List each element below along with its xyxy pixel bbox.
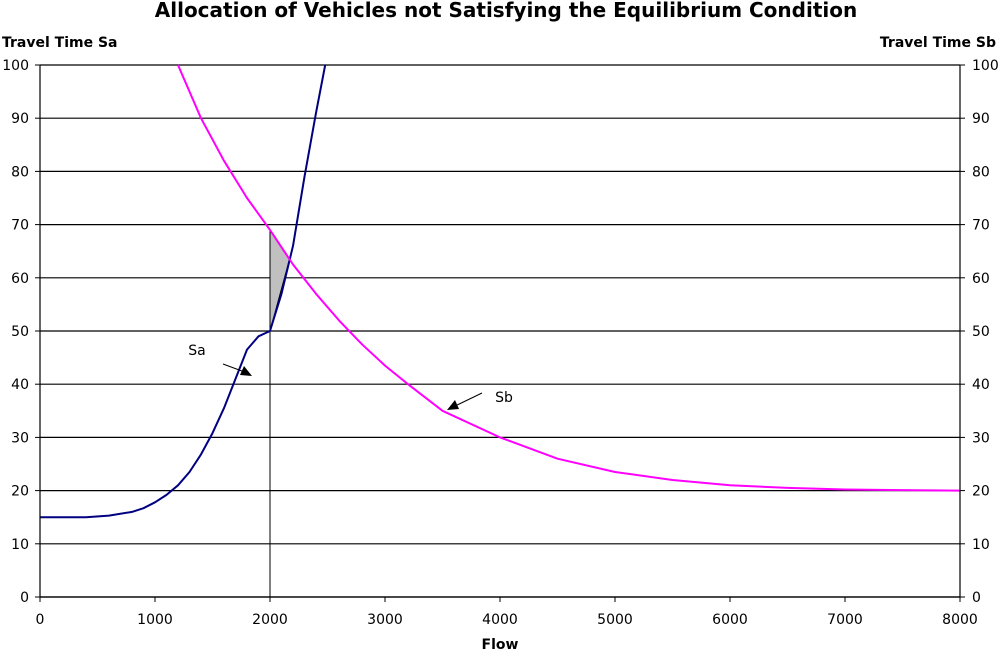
series-line-sb <box>177 64 961 492</box>
series-layer <box>40 64 961 519</box>
annotation-sa-label: Sa <box>188 343 205 359</box>
y-tick-right-40: 40 <box>972 377 990 393</box>
y-tick-left-60: 60 <box>11 271 29 287</box>
y-tick-left-80: 80 <box>11 164 29 180</box>
x-tick-4000: 4000 <box>482 612 518 628</box>
y-tick-right-0: 0 <box>972 590 981 606</box>
y-tick-right-20: 20 <box>972 484 990 500</box>
x-tick-2000: 2000 <box>252 612 288 628</box>
y-tick-left-100: 100 <box>2 58 29 74</box>
x-axis-title: Flow <box>482 637 519 650</box>
annotation-sa-arrowhead <box>240 366 252 376</box>
y-tick-right-90: 90 <box>972 111 990 127</box>
y-tick-right-70: 70 <box>972 218 990 234</box>
series-line-sa <box>40 64 327 519</box>
annotation-sb-arrowhead <box>447 400 459 410</box>
y-tick-left-50: 50 <box>11 324 29 340</box>
right-axis-title: Travel Time Sb <box>880 35 996 51</box>
x-tick-5000: 5000 <box>597 612 633 628</box>
annotation-sb-label: Sb <box>495 390 513 406</box>
y-tick-right-80: 80 <box>972 164 990 180</box>
left-axis-title: Travel Time Sa <box>2 35 118 51</box>
y-tick-right-60: 60 <box>972 271 990 287</box>
y-tick-left-40: 40 <box>11 377 29 393</box>
x-tick-8000: 8000 <box>942 612 978 628</box>
y-tick-left-90: 90 <box>11 111 29 127</box>
x-tick-1000: 1000 <box>137 612 173 628</box>
gridlines <box>40 64 960 598</box>
y-tick-left-70: 70 <box>11 218 29 234</box>
y-tick-left-30: 30 <box>11 430 29 446</box>
annotation-sb-arrow-line <box>452 392 483 408</box>
y-tick-right-100: 100 <box>972 58 999 74</box>
y-tick-right-30: 30 <box>972 430 990 446</box>
annotations: Sa Sb <box>188 343 513 410</box>
chart-title: Allocation of Vehicles not Satisfying th… <box>155 0 857 22</box>
y-tick-right-50: 50 <box>972 324 990 340</box>
y-tick-left-10: 10 <box>11 537 29 553</box>
y-tick-left-0: 0 <box>20 590 29 606</box>
y-tick-right-10: 10 <box>972 537 990 553</box>
x-tick-0: 0 <box>36 612 45 628</box>
x-tick-7000: 7000 <box>827 612 863 628</box>
x-tick-3000: 3000 <box>367 612 403 628</box>
y-tick-left-20: 20 <box>11 484 29 500</box>
x-tick-6000: 6000 <box>712 612 748 628</box>
